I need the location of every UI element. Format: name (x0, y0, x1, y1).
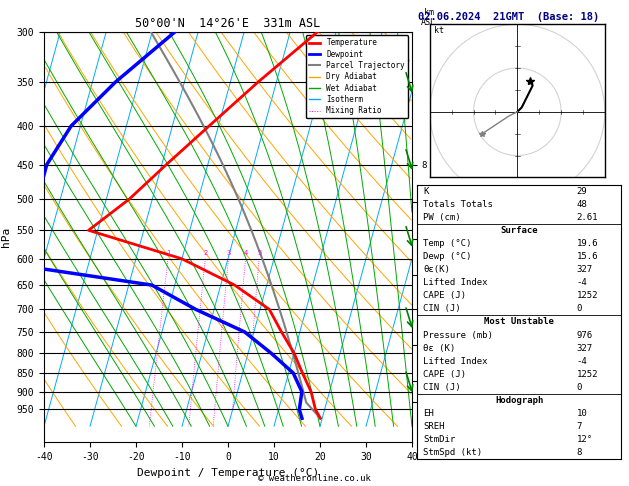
Text: 2: 2 (204, 250, 208, 256)
Text: Most Unstable: Most Unstable (484, 317, 554, 327)
Text: 327: 327 (577, 265, 593, 274)
Text: 7: 7 (577, 422, 582, 431)
Text: 02.06.2024  21GMT  (Base: 18): 02.06.2024 21GMT (Base: 18) (418, 12, 599, 22)
Text: 15.6: 15.6 (577, 252, 598, 261)
Text: CIN (J): CIN (J) (423, 383, 461, 392)
X-axis label: Dewpoint / Temperature (°C): Dewpoint / Temperature (°C) (137, 468, 319, 478)
Text: θε (K): θε (K) (423, 344, 455, 353)
Y-axis label: Mixing Ratio (g/kg): Mixing Ratio (g/kg) (429, 186, 438, 288)
Text: 0: 0 (577, 304, 582, 313)
Text: 48: 48 (577, 200, 587, 209)
Text: StmSpd (kt): StmSpd (kt) (423, 448, 482, 457)
Text: 327: 327 (577, 344, 593, 353)
Text: 4: 4 (244, 250, 248, 256)
Text: 29: 29 (577, 187, 587, 196)
Text: 1252: 1252 (577, 370, 598, 379)
Text: SREH: SREH (423, 422, 445, 431)
Text: Dewp (°C): Dewp (°C) (423, 252, 472, 261)
Title: 50°00'N  14°26'E  331m ASL: 50°00'N 14°26'E 331m ASL (135, 17, 321, 31)
Text: 0: 0 (577, 383, 582, 392)
Text: 19.6: 19.6 (577, 239, 598, 248)
Text: 976: 976 (577, 330, 593, 340)
Text: Hodograph: Hodograph (495, 396, 543, 405)
Text: 10: 10 (577, 409, 587, 418)
Text: Lifted Index: Lifted Index (423, 357, 487, 365)
Text: kt: kt (434, 26, 444, 35)
Text: 1: 1 (167, 250, 170, 256)
Text: StmDir: StmDir (423, 435, 455, 444)
Text: 5: 5 (257, 250, 262, 256)
Text: 8: 8 (577, 448, 582, 457)
Text: CAPE (J): CAPE (J) (423, 291, 466, 300)
Text: © weatheronline.co.uk: © weatheronline.co.uk (258, 474, 371, 483)
Text: Totals Totals: Totals Totals (423, 200, 493, 209)
Text: LCL: LCL (419, 398, 433, 407)
Legend: Temperature, Dewpoint, Parcel Trajectory, Dry Adiabat, Wet Adiabat, Isotherm, Mi: Temperature, Dewpoint, Parcel Trajectory… (306, 35, 408, 118)
Text: CIN (J): CIN (J) (423, 304, 461, 313)
Text: -4: -4 (577, 278, 587, 287)
Text: Temp (°C): Temp (°C) (423, 239, 472, 248)
Text: CAPE (J): CAPE (J) (423, 370, 466, 379)
Text: EH: EH (423, 409, 434, 418)
Text: K: K (423, 187, 428, 196)
Text: 12°: 12° (577, 435, 593, 444)
Text: θε(K): θε(K) (423, 265, 450, 274)
Text: -4: -4 (577, 357, 587, 365)
Text: 1252: 1252 (577, 291, 598, 300)
Text: 2.61: 2.61 (577, 213, 598, 222)
Text: 3: 3 (227, 250, 231, 256)
Text: PW (cm): PW (cm) (423, 213, 461, 222)
Text: Surface: Surface (501, 226, 538, 235)
Text: Pressure (mb): Pressure (mb) (423, 330, 493, 340)
Text: km
ASL: km ASL (421, 8, 436, 28)
Text: Lifted Index: Lifted Index (423, 278, 487, 287)
Y-axis label: hPa: hPa (1, 227, 11, 247)
